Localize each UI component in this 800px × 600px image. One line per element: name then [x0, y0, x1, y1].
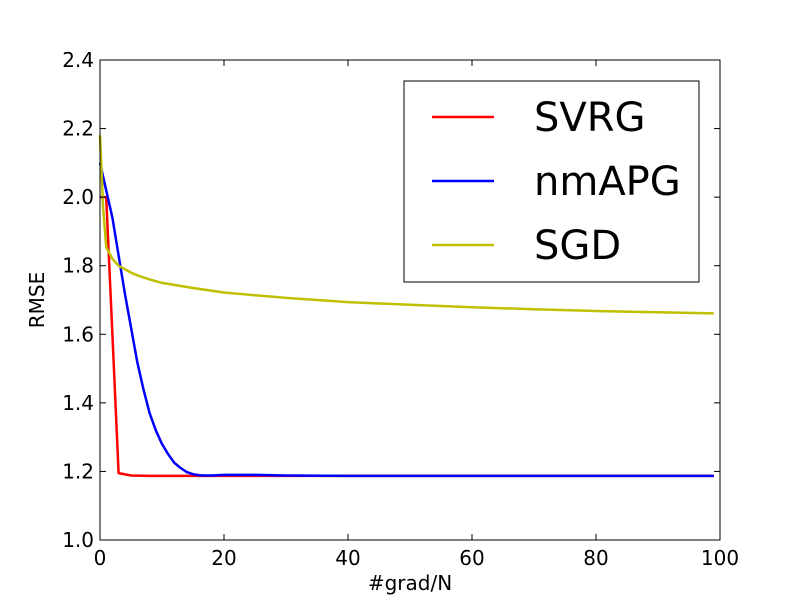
plot-frame: [99, 59, 721, 541]
y-axis-label: RMSE: [25, 272, 49, 328]
y-tick-label: 2.2: [62, 117, 94, 141]
legend-label-nmapg: nmAPG: [534, 159, 681, 205]
series-layer: [98, 135, 714, 478]
x-tick-label: 20: [211, 546, 236, 570]
y-tick-label: 1.4: [62, 391, 94, 415]
x-tick-label: 100: [701, 546, 739, 570]
series-line-sgd: [98, 135, 714, 315]
x-tick-label: 40: [335, 546, 360, 570]
legend: SVRG nmAPG SGD: [403, 80, 700, 283]
legend-label-svrg: SVRG: [534, 95, 646, 141]
y-tick-label: 2.0: [62, 185, 94, 209]
y-tick-label: 1.8: [62, 254, 94, 278]
tick-layer: 0 20 40 60 80 100 1.0 1.2 1.4 1.6 1.8 2.0 2.2 2.4: [62, 48, 739, 570]
y-tick-label: 1.0: [62, 528, 94, 552]
x-tick-label: 60: [459, 546, 484, 570]
x-axis-label: #grad/N: [368, 571, 452, 595]
legend-label-sgd: SGD: [534, 223, 621, 269]
y-tick-label: 1.6: [62, 322, 94, 346]
legend-entries: SVRG nmAPG SGD: [432, 95, 681, 269]
y-tick-label: 1.2: [62, 459, 94, 483]
y-tick-label: 2.4: [62, 48, 94, 72]
series-line-nmapg: [98, 162, 714, 478]
x-tick-label: 0: [94, 546, 107, 570]
x-tick-label: 80: [583, 546, 608, 570]
